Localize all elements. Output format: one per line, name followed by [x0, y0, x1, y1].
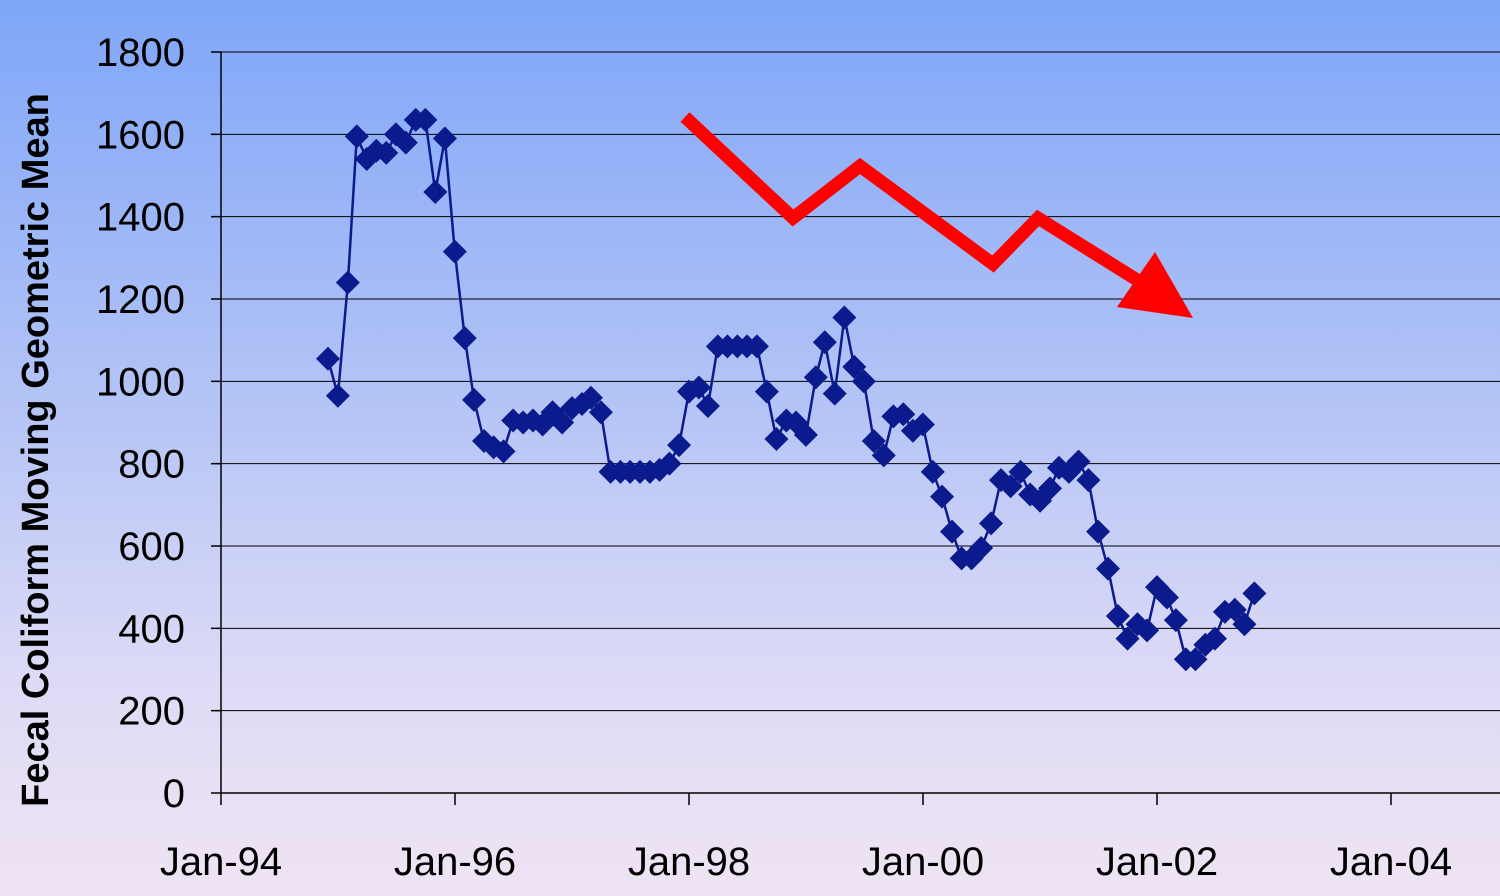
data-point-marker — [998, 474, 1023, 499]
data-point-marker — [1008, 459, 1033, 484]
data-point-marker — [578, 385, 603, 410]
data-point-marker — [550, 410, 575, 435]
data-point-marker — [657, 451, 682, 476]
y-tick-label: 800 — [118, 443, 185, 487]
data-point-marker — [1202, 626, 1227, 651]
data-point-marker — [871, 443, 896, 468]
data-point-marker — [588, 400, 613, 425]
data-point-marker — [686, 375, 711, 400]
data-point-marker — [667, 433, 692, 458]
x-tick-label: Jan-04 — [1330, 840, 1452, 884]
trend-arrow-shaft — [680, 112, 1154, 294]
data-point-marker — [764, 426, 789, 451]
data-point-marker — [793, 422, 818, 447]
data-point-marker — [1095, 556, 1120, 581]
x-tick-label: Jan-02 — [1096, 840, 1218, 884]
x-tick-label: Jan-94 — [160, 840, 282, 884]
y-tick-label: 400 — [118, 607, 185, 651]
data-point-marker — [832, 305, 857, 330]
data-point-marker — [462, 387, 487, 412]
y-tick-label: 600 — [118, 525, 185, 569]
axes — [211, 51, 1500, 805]
data-point-marker — [842, 354, 867, 379]
data-point-marker — [1105, 603, 1130, 628]
data-point-marker — [1222, 597, 1247, 622]
y-tick-label: 1200 — [96, 278, 185, 322]
y-tick-label: 0 — [163, 772, 185, 816]
data-point-marker — [1038, 476, 1063, 501]
data-point-marker — [891, 402, 916, 427]
data-point-marker — [851, 369, 876, 394]
data-point-marker — [432, 126, 457, 151]
trend-arrow — [680, 112, 1193, 318]
data-point-marker — [335, 270, 360, 295]
y-tick-label: 200 — [118, 690, 185, 734]
data-point-marker — [969, 536, 994, 561]
data-point-marker — [1076, 468, 1101, 493]
data-point-marker — [452, 326, 477, 351]
data-point-marker — [1163, 608, 1188, 633]
x-tick-label: Jan-00 — [862, 840, 984, 884]
data-point-marker — [423, 179, 448, 204]
y-tick-label: 1000 — [96, 360, 185, 404]
data-point-marker — [374, 140, 399, 165]
data-point-marker — [920, 459, 945, 484]
data-point-marker — [910, 412, 935, 437]
y-tick-labels: 0 200 400 600 800 1000 1200 1400 1600 1800 — [96, 31, 185, 816]
data-point-marker — [1086, 519, 1111, 544]
data-point-marker — [744, 334, 769, 359]
data-point-marker — [315, 346, 340, 371]
data-point-marker — [1154, 585, 1179, 610]
data-point-marker — [442, 239, 467, 264]
data-point-marker — [325, 383, 350, 408]
data-point-marker — [861, 429, 886, 454]
data-point-marker — [930, 484, 955, 509]
y-tick-label: 1600 — [96, 113, 185, 157]
data-point-marker — [393, 130, 418, 155]
data-point-marker — [1242, 581, 1267, 606]
data-point-marker — [1066, 449, 1091, 474]
data-point-marker — [979, 511, 1004, 536]
series-line — [326, 118, 1256, 661]
data-point-marker — [344, 124, 369, 149]
series-fecal-coliform — [315, 107, 1267, 672]
data-point-marker — [1135, 618, 1160, 643]
data-point-marker — [939, 519, 964, 544]
data-point-marker — [491, 439, 516, 464]
y-tick-label: 1800 — [96, 31, 185, 75]
data-point-marker — [695, 394, 720, 419]
y-tick-label: 1400 — [96, 196, 185, 240]
x-tick-label: Jan-96 — [394, 840, 516, 884]
data-point-marker — [1115, 626, 1140, 651]
x-tick-label: Jan-98 — [628, 840, 750, 884]
data-point-marker — [1183, 647, 1208, 672]
data-point-marker — [822, 381, 847, 406]
data-point-marker — [413, 107, 438, 132]
y-axis-label: Fecal Coliform Moving Geometric Mean — [15, 93, 57, 807]
trend-arrow-head — [1117, 252, 1193, 318]
data-point-marker — [1232, 612, 1257, 637]
x-tick-labels: Jan-94 Jan-96 Jan-98 Jan-00 Jan-02 Jan-04 — [160, 840, 1452, 884]
data-point-marker — [812, 330, 837, 355]
data-point-marker — [803, 365, 828, 390]
data-point-marker — [754, 379, 779, 404]
